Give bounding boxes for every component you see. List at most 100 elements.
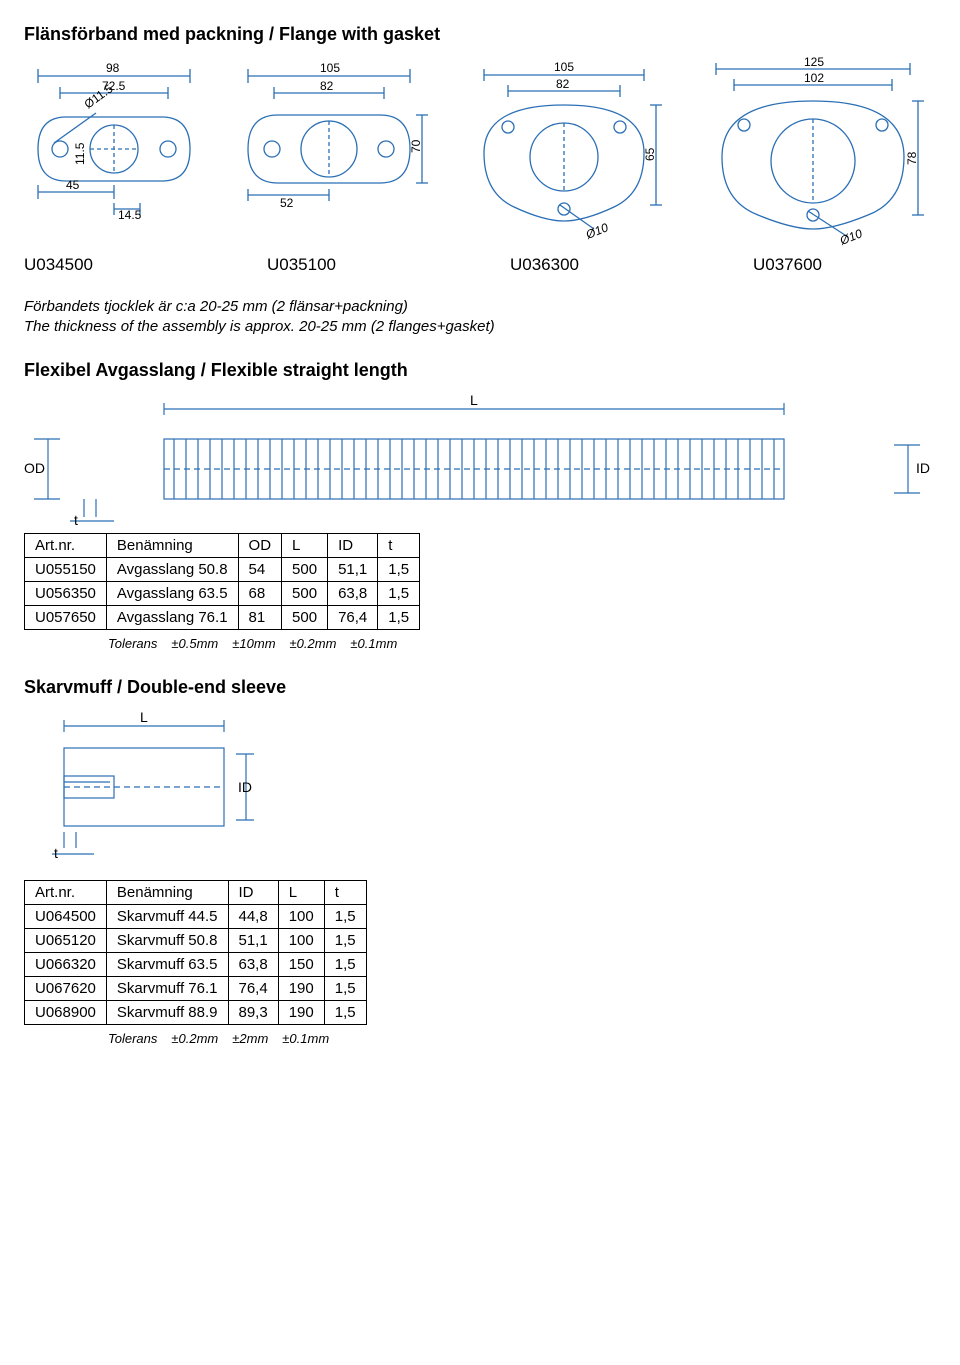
col-header: t: [324, 880, 366, 904]
cell: 51,1: [328, 557, 378, 581]
sleeve-ID: ID: [238, 779, 252, 795]
tol-row-2: Tolerans±0.5mm±10mm±0.2mm±0.1mm: [108, 636, 936, 651]
col-header: Art.nr.: [25, 880, 107, 904]
label-u037600: U037600: [753, 255, 936, 275]
table-row: U056350Avgasslang 63.56850063,81,5: [25, 581, 420, 605]
section2-title: Flexibel Avgasslang / Flexible straight …: [24, 360, 936, 381]
tolerance: Tolerans: [108, 1031, 157, 1046]
flange-diagrams: 98 72.5 45 14.5 Ø11.5 11.5 105 82 52 70: [24, 57, 936, 247]
cell: 100: [278, 904, 324, 928]
tolerance: ±0.1mm: [350, 636, 397, 651]
fl2-left: 52: [280, 196, 294, 210]
label-u034500: U034500: [24, 255, 207, 275]
col-header: Art.nr.: [25, 533, 107, 557]
col-header: ID: [228, 880, 278, 904]
note-line1: Förbandets tjocklek är c:a 20-25 mm (2 f…: [24, 297, 936, 317]
col-header: ID: [328, 533, 378, 557]
cell: 44,8: [228, 904, 278, 928]
table-row: U057650Avgasslang 76.18150076,41,5: [25, 605, 420, 629]
cell: 76,4: [328, 605, 378, 629]
cell: 500: [282, 581, 328, 605]
fl3-right: 65: [643, 147, 657, 161]
table-row: U067620Skarvmuff 76.176,41901,5: [25, 976, 367, 1000]
flange4-svg: 125 102 78 Ø10: [704, 57, 934, 247]
cell: 190: [278, 976, 324, 1000]
flange-labels: U034500 U035100 U036300 U037600: [24, 255, 936, 275]
cell: U066320: [25, 952, 107, 976]
sleeve-svg: L ID t: [24, 710, 324, 880]
col-header: Benämning: [106, 533, 238, 557]
col-header: L: [282, 533, 328, 557]
section3-title: Skarvmuff / Double-end sleeve: [24, 677, 936, 698]
cell: 190: [278, 1000, 324, 1024]
cell: Avgasslang 63.5: [106, 581, 238, 605]
cell: Avgasslang 76.1: [106, 605, 238, 629]
cell: Skarvmuff 50.8: [106, 928, 228, 952]
cell: Skarvmuff 76.1: [106, 976, 228, 1000]
tolerance: ±0.2mm: [171, 1031, 218, 1046]
cell: 500: [282, 557, 328, 581]
table-row: U065120Skarvmuff 50.851,11001,5: [25, 928, 367, 952]
section1-title: Flänsförband med packning / Flange with …: [24, 24, 936, 45]
cell: 100: [278, 928, 324, 952]
cell: U065120: [25, 928, 107, 952]
cell: U068900: [25, 1000, 107, 1024]
cell: Avgasslang 50.8: [106, 557, 238, 581]
fl1-angle: 11.5: [73, 142, 87, 165]
cell: 500: [282, 605, 328, 629]
diag-t: t: [74, 512, 78, 528]
col-header: t: [378, 533, 420, 557]
tolerance: ±2mm: [232, 1031, 268, 1046]
col-header: OD: [238, 533, 282, 557]
flex-hose-table: Art.nr.BenämningODLIDtU055150Avgasslang …: [24, 533, 420, 630]
cell: 68: [238, 581, 282, 605]
cell: 1,5: [324, 904, 366, 928]
diag-OD: OD: [24, 460, 45, 476]
cell: U055150: [25, 557, 107, 581]
cell: 150: [278, 952, 324, 976]
fl1-top: 98: [106, 61, 120, 75]
fl4-right: 78: [905, 151, 919, 165]
fl4-top: 102: [804, 71, 824, 85]
tolerance: ±0.1mm: [282, 1031, 329, 1046]
col-header: L: [278, 880, 324, 904]
cell: 1,5: [378, 581, 420, 605]
cell: Skarvmuff 88.9: [106, 1000, 228, 1024]
cell: 81: [238, 605, 282, 629]
sleeve-t: t: [54, 845, 58, 861]
cell: 89,3: [228, 1000, 278, 1024]
flange2-svg: 105 82 52 70: [234, 57, 434, 227]
cell: 76,4: [228, 976, 278, 1000]
fl3-inner: 82: [556, 77, 570, 91]
flex-hose-svg: L OD ID t: [24, 393, 934, 533]
cell: 1,5: [324, 952, 366, 976]
cell: 63,8: [328, 581, 378, 605]
fl4-topout: 125: [804, 57, 824, 69]
tol-row-3: Tolerans ±0.2mm ±2mm ±0.1mm: [108, 1031, 936, 1046]
assembly-note: Förbandets tjocklek är c:a 20-25 mm (2 f…: [24, 297, 936, 338]
cell: 1,5: [378, 605, 420, 629]
table-row: U068900Skarvmuff 88.989,31901,5: [25, 1000, 367, 1024]
fl4-phi: Ø10: [837, 226, 865, 247]
cell: U057650: [25, 605, 107, 629]
cell: Skarvmuff 44.5: [106, 904, 228, 928]
col-header: Benämning: [106, 880, 228, 904]
fl3-top: 105: [554, 60, 574, 74]
sleeve-table: Art.nr.BenämningIDLtU064500Skarvmuff 44.…: [24, 880, 367, 1025]
note-line2: The thickness of the assembly is approx.…: [24, 317, 936, 337]
diag-L: L: [470, 393, 478, 408]
cell: U067620: [25, 976, 107, 1000]
tolerance: Tolerans: [108, 636, 157, 651]
flange1-svg: 98 72.5 45 14.5 Ø11.5 11.5: [24, 57, 204, 227]
tolerance: ±10mm: [232, 636, 275, 651]
cell: U056350: [25, 581, 107, 605]
cell: 54: [238, 557, 282, 581]
sleeve-L: L: [140, 710, 148, 725]
fl1-ext: 14.5: [118, 208, 142, 222]
cell: 63,8: [228, 952, 278, 976]
diag-ID: ID: [916, 460, 930, 476]
label-u035100: U035100: [267, 255, 450, 275]
table-row: U066320Skarvmuff 63.563,81501,5: [25, 952, 367, 976]
label-u036300: U036300: [510, 255, 693, 275]
table-row: U064500Skarvmuff 44.544,81001,5: [25, 904, 367, 928]
